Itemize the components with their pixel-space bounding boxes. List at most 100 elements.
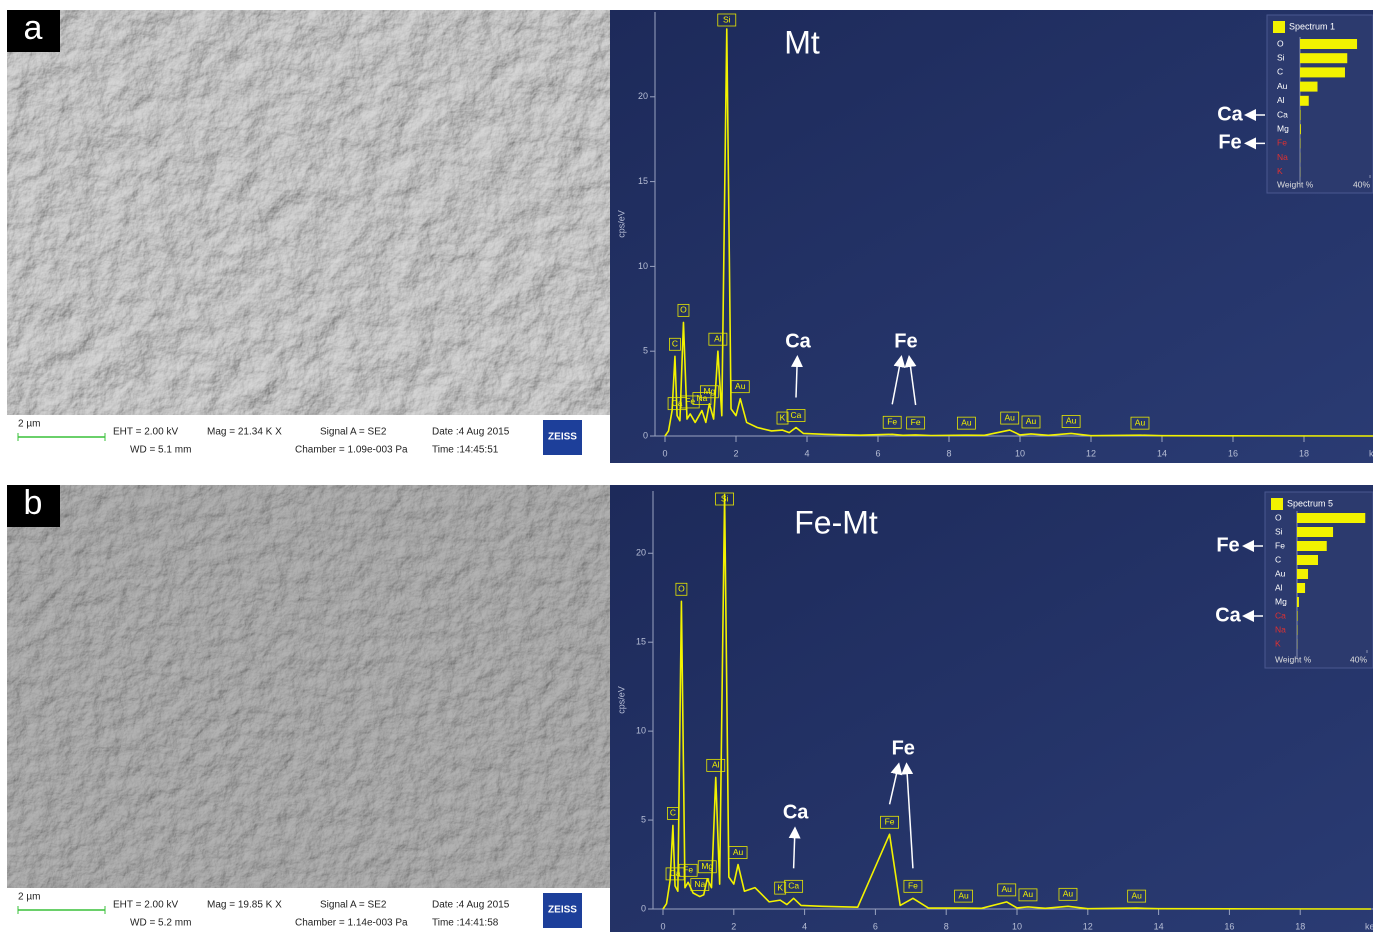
peak-label: Fe	[911, 417, 921, 427]
x-tick-label: 12	[1086, 448, 1096, 458]
peak-label: C	[670, 808, 676, 818]
x-tick-label: 18	[1299, 448, 1309, 458]
inset-annotation: Ca	[1217, 103, 1243, 125]
panel-label: a	[24, 9, 43, 47]
y-tick-label: 5	[641, 814, 646, 824]
chart-title: Fe-Mt	[794, 504, 878, 540]
y-tick-label: 0	[641, 903, 646, 913]
peak-label: Fe	[908, 881, 918, 891]
peak-label: C	[672, 339, 678, 349]
peak-label: Si	[721, 493, 729, 503]
x-tick-label: 14	[1157, 448, 1167, 458]
x-tick-label: 10	[1012, 921, 1022, 931]
inset-category: Na	[1275, 624, 1286, 634]
inset-category: Mg	[1275, 596, 1287, 606]
peak-label: Mg	[701, 861, 713, 871]
sem-info: Date :4 Aug 2015	[432, 427, 510, 438]
inset-bar	[1297, 583, 1305, 593]
inset-category: K	[1275, 638, 1281, 648]
peak-label: Fe	[887, 417, 897, 427]
y-axis-label: cps/eV	[616, 686, 626, 714]
y-tick-label: 10	[636, 726, 646, 736]
sem-image	[7, 485, 610, 888]
peak-label: Au	[958, 890, 969, 900]
sem-image	[7, 10, 610, 415]
inset-category: K	[1277, 166, 1283, 176]
peak-label: O	[678, 584, 685, 594]
x-tick-label: 0	[662, 448, 667, 458]
y-tick-label: 15	[636, 637, 646, 647]
sem-info: Time :14:41:58	[432, 918, 499, 929]
y-tick-label: 20	[638, 91, 648, 101]
x-tick-label: 2	[733, 448, 738, 458]
sem-info: EHT = 2.00 kV	[113, 900, 178, 911]
inset-bar	[1300, 67, 1345, 77]
x-tick-label: 12	[1083, 921, 1093, 931]
page: a 2 µm EHT = 2.00 kV Mag = 21.34 K X Signal …	[0, 0, 1373, 932]
sem-info: Chamber = 1.14e-003 Pa	[295, 918, 408, 929]
x-tick-label: 6	[873, 921, 878, 931]
inset-annotation: Ca	[1215, 604, 1241, 626]
y-tick-label: 10	[638, 261, 648, 271]
x-tick-label: 8	[946, 448, 951, 458]
inset-title: Spectrum 1	[1289, 21, 1335, 31]
annotation: Ca	[783, 802, 809, 824]
peak-label: Fe	[885, 817, 895, 827]
inset-category: Ca	[1277, 109, 1288, 119]
inset-bar	[1300, 96, 1309, 106]
peak-label: O	[680, 305, 687, 315]
x-tick-label: 18	[1295, 921, 1305, 931]
logo: ZEISS	[548, 432, 577, 443]
x-axis-label: keV	[1369, 448, 1373, 458]
peak-label: Al	[714, 333, 722, 343]
x-axis-label: keV	[1365, 921, 1373, 931]
inset-category: Fe	[1275, 540, 1285, 550]
peak-label: Fe	[683, 865, 693, 875]
inset-bar	[1300, 53, 1347, 63]
sem-info: Date :4 Aug 2015	[432, 900, 510, 911]
peak-label: Au	[1135, 417, 1146, 427]
inset-bar	[1297, 527, 1333, 537]
peak-label: Mg	[703, 386, 715, 396]
peak-label: Au	[1005, 412, 1016, 422]
info-bar	[7, 415, 610, 463]
y-tick-label: 0	[643, 430, 648, 440]
sem-info: 2 µm	[18, 892, 40, 903]
peak-label: Au	[1063, 889, 1074, 899]
inset-category: O	[1277, 38, 1284, 48]
annotation: Ca	[785, 330, 811, 352]
sem-info: WD = 5.2 mm	[130, 918, 191, 929]
peak-label: K	[777, 882, 783, 892]
peak-label: Au	[961, 417, 972, 427]
figure: a 2 µm EHT = 2.00 kV Mag = 21.34 K X Signal …	[0, 0, 1373, 932]
x-tick-label: 2	[731, 921, 736, 931]
inset-bar	[1297, 569, 1308, 579]
inset-category: Mg	[1277, 123, 1289, 133]
y-tick-label: 15	[638, 176, 648, 186]
x-tick-label: 16	[1228, 448, 1238, 458]
peak-label: Au	[735, 381, 746, 391]
sem-info: Mag = 21.34 K X	[207, 427, 282, 438]
inset-legend-swatch	[1271, 498, 1283, 510]
sem-info: Signal A = SE2	[320, 900, 387, 911]
peak-label: Na	[694, 879, 705, 889]
inset-annotation: Fe	[1216, 534, 1239, 556]
inset-category: Si	[1275, 526, 1283, 536]
chart-title: Mt	[784, 24, 820, 60]
peak-label: Ca	[788, 881, 799, 891]
x-tick-label: 14	[1154, 921, 1164, 931]
x-tick-label: 6	[875, 448, 880, 458]
peak-label: Au	[1026, 416, 1037, 426]
inset-bar	[1300, 39, 1357, 49]
peak-label: Au	[1002, 884, 1013, 894]
sem-info: Mag = 19.85 K X	[207, 900, 282, 911]
inset-title: Spectrum 5	[1287, 498, 1333, 508]
logo: ZEISS	[548, 905, 577, 916]
x-tick-label: 8	[944, 921, 949, 931]
inset-bar	[1300, 124, 1301, 134]
inset-category: C	[1275, 554, 1281, 564]
peak-label: Au	[733, 847, 744, 857]
inset-bar	[1297, 513, 1365, 523]
inset-bar	[1300, 82, 1318, 92]
inset-axis-label: Weight %	[1277, 179, 1314, 189]
